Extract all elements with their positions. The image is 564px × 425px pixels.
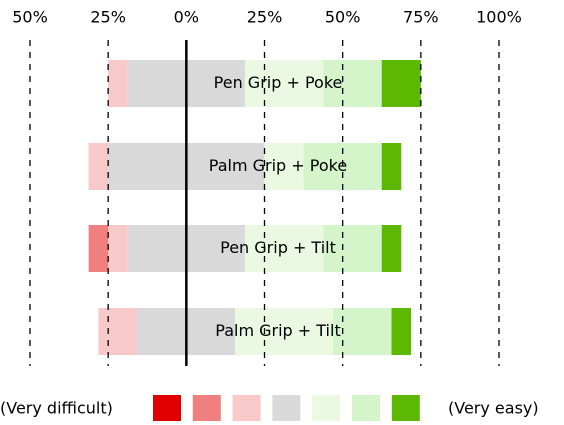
bar-segment: [381, 225, 402, 272]
legend-swatch: [272, 395, 301, 422]
bar-segment: [381, 60, 421, 107]
legend-swatch: [352, 395, 380, 422]
legend-swatch: [232, 395, 261, 422]
x-tick-label: 0%: [174, 8, 199, 27]
bar-segment: [108, 60, 128, 107]
x-tick-label: 75%: [403, 8, 439, 27]
legend-swatch: [312, 395, 341, 422]
category-label: Palm Grip + Poke: [209, 156, 347, 175]
bar-segment: [381, 143, 402, 190]
legend-high-label: (Very easy): [448, 399, 539, 418]
bar-segment: [88, 143, 109, 190]
legend-low-label: (Very difficult): [0, 399, 113, 418]
x-tick-label: 100%: [476, 8, 522, 27]
legend-swatch: [153, 395, 181, 422]
bar-segment: [235, 308, 333, 355]
bar-segment: [98, 308, 138, 355]
bar-segment: [88, 225, 109, 272]
bar-segment: [264, 143, 304, 190]
bar-segment: [244, 225, 324, 272]
x-tick-label: 25%: [90, 8, 126, 27]
category-label: Pen Grip + Tilt: [220, 238, 336, 257]
x-tick-label: 50%: [325, 8, 361, 27]
bar-segment: [108, 225, 128, 272]
legend-swatch: [192, 395, 221, 422]
bar-segment: [244, 60, 324, 107]
bar-segment: [323, 60, 382, 107]
category-label: Palm Grip + Tilt: [215, 321, 340, 340]
category-label: Pen Grip + Poke: [214, 73, 343, 92]
bar-segment: [332, 308, 392, 355]
bar-segment: [391, 308, 412, 355]
bar-segment: [323, 225, 382, 272]
legend-swatch: [391, 395, 420, 422]
x-tick-label: 25%: [247, 8, 283, 27]
x-tick-label: 50%: [12, 8, 48, 27]
